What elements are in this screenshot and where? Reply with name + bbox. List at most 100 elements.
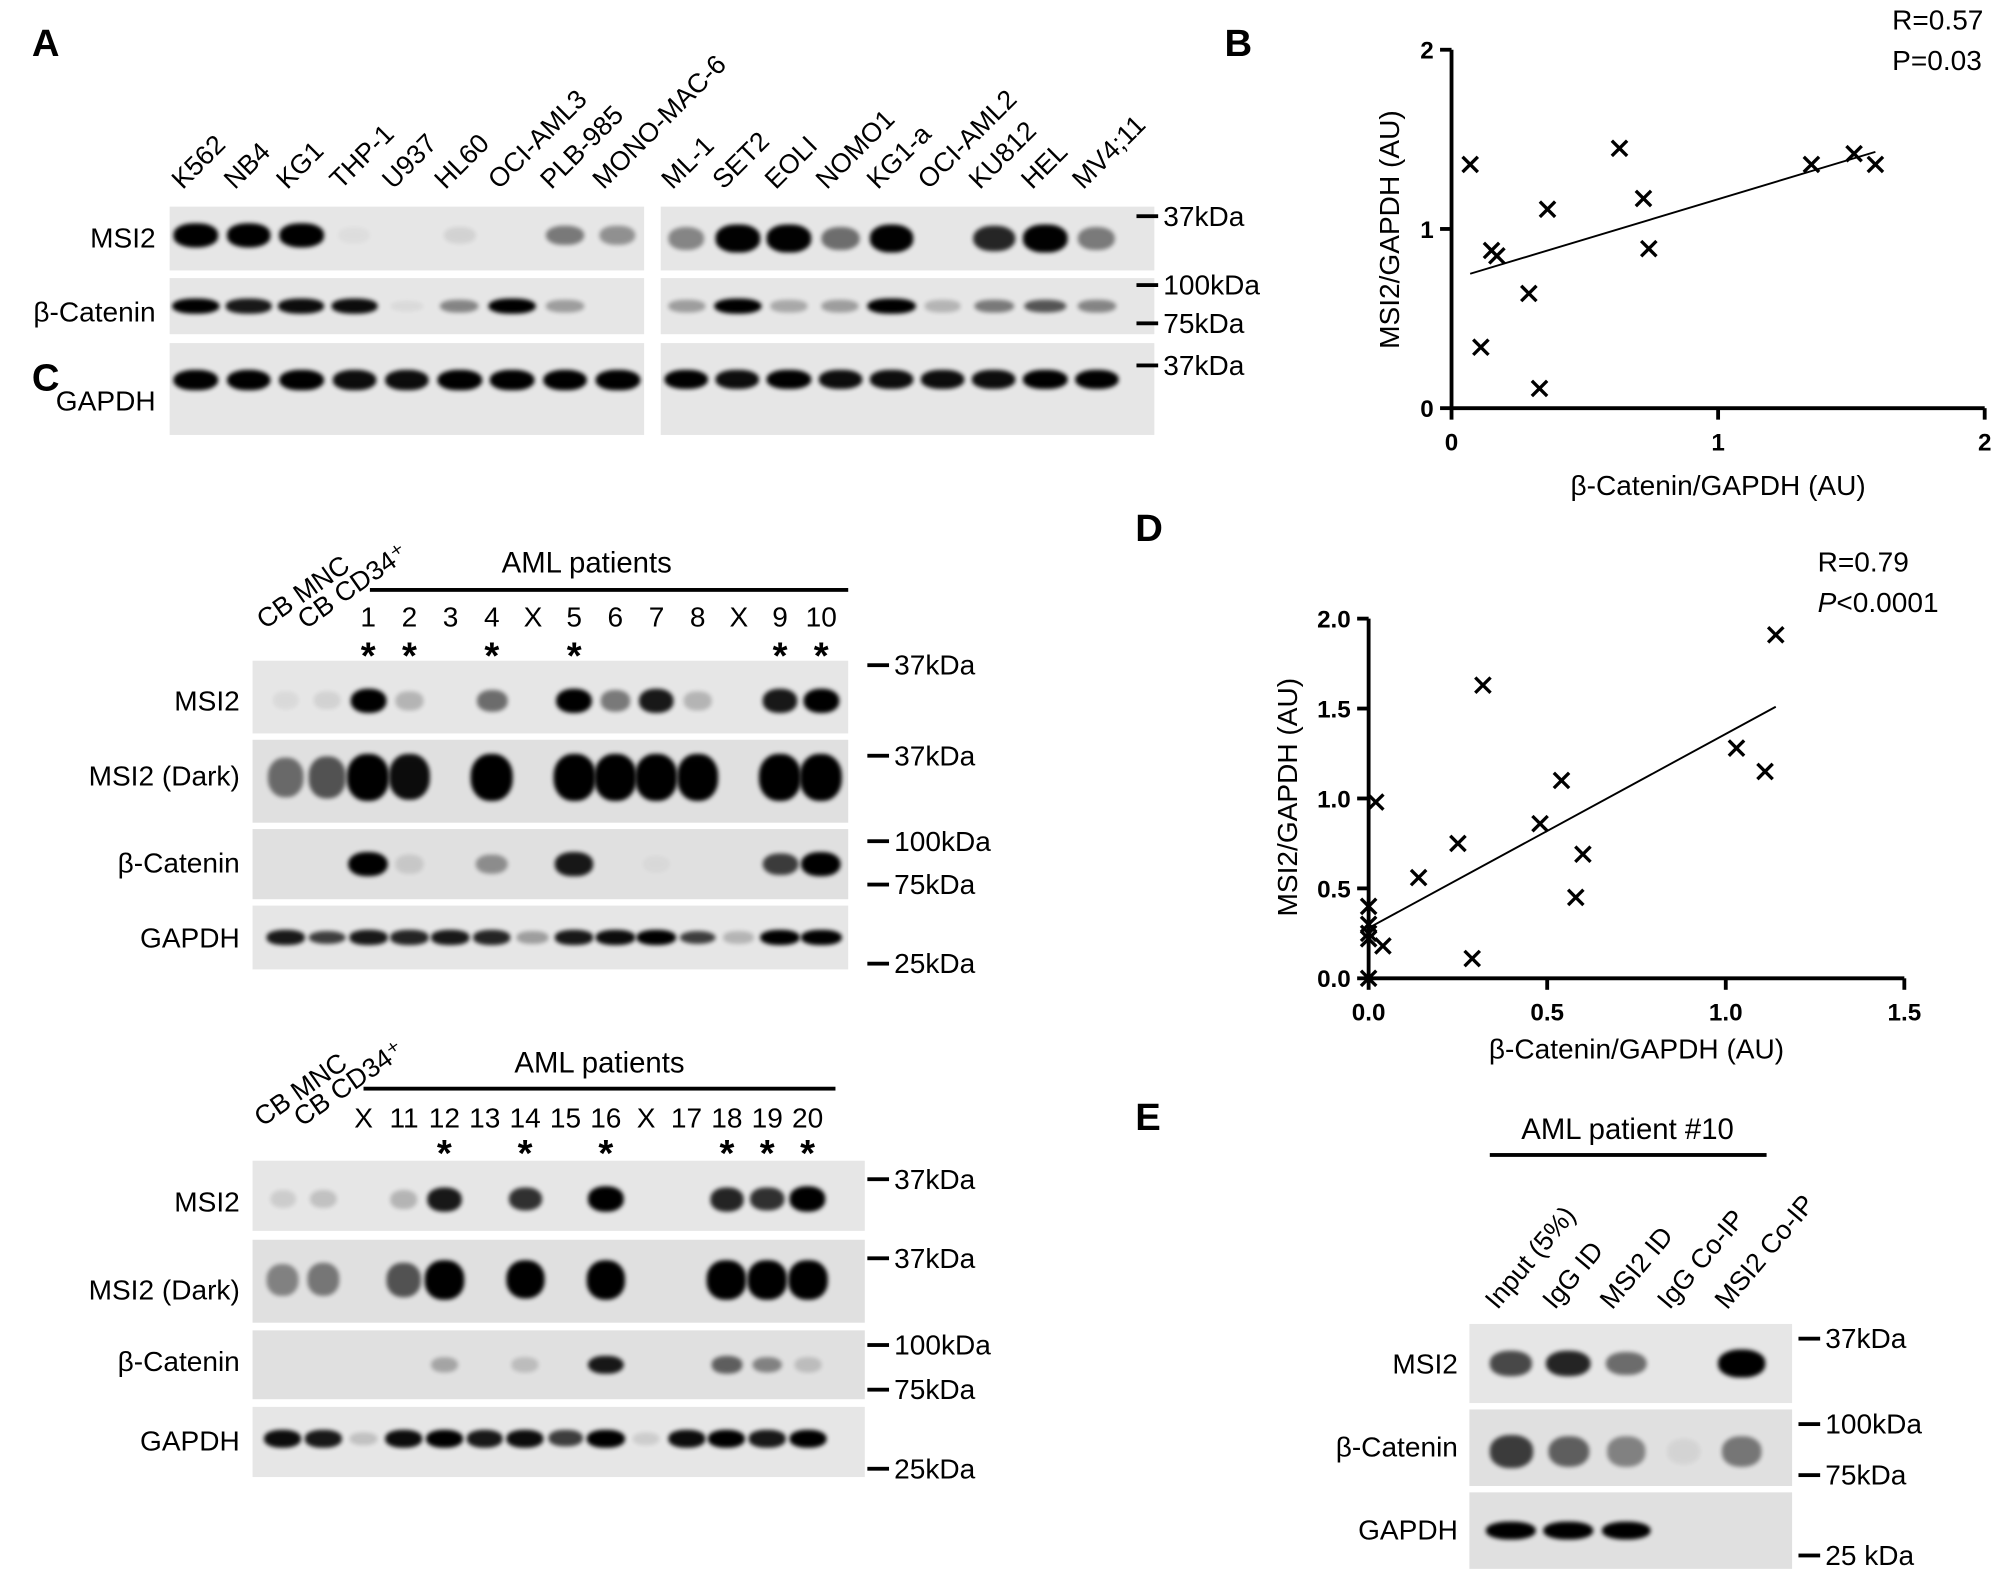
blot-a-right-gapdh <box>660 343 1155 435</box>
band <box>542 369 588 391</box>
patient-lane-label: X <box>636 1102 656 1134</box>
panel-e-header-line <box>1489 1153 1767 1157</box>
lane-label: KG1 <box>271 136 331 195</box>
patient-lane-label: 7 <box>648 600 665 633</box>
panel-e-header: AML patient #10 <box>1521 1112 1734 1146</box>
band <box>339 227 370 243</box>
panel-b-p-value: P=0.03 <box>1892 44 1982 77</box>
patient-lane-label: 18 <box>711 1102 743 1134</box>
significance-star: * <box>759 1132 775 1175</box>
y-tick-label: 2 <box>1420 38 1433 65</box>
patient-lane-label: 4 <box>483 600 500 633</box>
row-label-msi2: MSI2 <box>174 1186 240 1219</box>
regression-line <box>1368 705 1777 929</box>
band <box>1546 1350 1591 1377</box>
data-point-x-marker <box>1574 845 1592 864</box>
marker-37kda: 37kDa <box>867 649 975 682</box>
data-point-x-marker <box>1461 155 1480 174</box>
blot-c-top-msi2 <box>252 660 849 734</box>
blot-c-top-gapdh <box>252 905 849 970</box>
data-point-x-marker <box>1727 739 1746 757</box>
panel-label-a: A <box>31 22 60 66</box>
band <box>278 298 325 314</box>
patient-lane-label: X <box>354 1102 374 1134</box>
band <box>801 851 841 877</box>
band <box>972 370 1016 390</box>
panel-c-bottom-header-line <box>363 1086 836 1091</box>
band <box>430 1357 459 1373</box>
band <box>707 1259 747 1300</box>
data-point-x-marker <box>1566 888 1585 907</box>
y-tick-label: 1.5 <box>1317 696 1351 723</box>
band <box>789 1186 826 1212</box>
band <box>476 690 508 712</box>
blot-c-top-msi2-dark <box>252 739 849 823</box>
band <box>794 1357 821 1372</box>
data-point-x-marker <box>1756 762 1774 781</box>
band <box>587 1429 625 1448</box>
data-point-x-marker <box>1845 144 1863 163</box>
marker-75kda: 75kDa <box>867 1374 975 1407</box>
band <box>308 930 346 945</box>
row-label-beta-catenin: β-Catenin <box>117 846 240 879</box>
marker-75kda: 75kDa <box>1136 307 1244 340</box>
band <box>747 1259 787 1300</box>
band <box>173 223 219 248</box>
row-label-msi2: MSI2 <box>90 221 156 254</box>
band <box>348 851 388 877</box>
band <box>350 688 387 714</box>
band <box>1606 1351 1647 1376</box>
band <box>425 1429 463 1448</box>
row-label-gapdh: GAPDH <box>139 922 240 955</box>
blot-c-bottom-msi2 <box>252 1160 865 1231</box>
band <box>431 930 470 945</box>
band <box>588 1355 624 1375</box>
band <box>349 1431 378 1446</box>
data-point-x-marker <box>1374 937 1392 955</box>
band <box>1486 1521 1536 1540</box>
band <box>268 757 304 798</box>
blot-a-left-gapdh <box>169 343 645 435</box>
x-tick-label: 1 <box>1711 429 1724 456</box>
band <box>600 690 631 712</box>
band <box>770 300 808 312</box>
marker-75kda: 75kDa <box>867 869 975 902</box>
band <box>760 929 801 946</box>
band <box>715 370 760 390</box>
band <box>389 754 430 801</box>
patient-lane-label: 13 <box>469 1102 501 1134</box>
data-point-x-marker <box>1482 241 1501 260</box>
panel-label-c: C <box>31 357 60 400</box>
x-tick-label: 2 <box>1978 429 1991 456</box>
band <box>385 369 429 391</box>
band <box>599 225 636 245</box>
band <box>1078 226 1116 251</box>
band <box>546 225 584 246</box>
significance-star: * <box>436 1132 452 1175</box>
significance-star: * <box>401 635 417 678</box>
blot-e-msi2 <box>1469 1323 1793 1404</box>
blot-c-bottom-gapdh <box>252 1406 865 1478</box>
band <box>759 753 802 801</box>
band <box>546 300 584 313</box>
marker-37kda-gapdh: 37kDa <box>1136 349 1244 382</box>
lane-label: SET2 <box>707 126 776 195</box>
x-tick-label: 0.0 <box>1352 999 1386 1026</box>
band <box>800 753 843 801</box>
blot-a-left-beta-catenin <box>169 278 645 335</box>
band <box>488 298 536 314</box>
regression-line <box>1469 150 1876 275</box>
band <box>506 1429 544 1448</box>
band <box>679 930 717 945</box>
band <box>443 226 476 244</box>
patient-lane-label: 19 <box>751 1102 783 1134</box>
data-point-x-marker <box>1474 676 1492 694</box>
band <box>511 1357 539 1372</box>
lane-label: MV4;11 <box>1066 110 1152 195</box>
band <box>278 223 324 248</box>
band <box>390 930 429 945</box>
band <box>266 930 306 945</box>
blot-a-right-msi2 <box>660 206 1155 271</box>
data-point-x-marker <box>1359 929 1378 948</box>
band <box>639 688 674 713</box>
